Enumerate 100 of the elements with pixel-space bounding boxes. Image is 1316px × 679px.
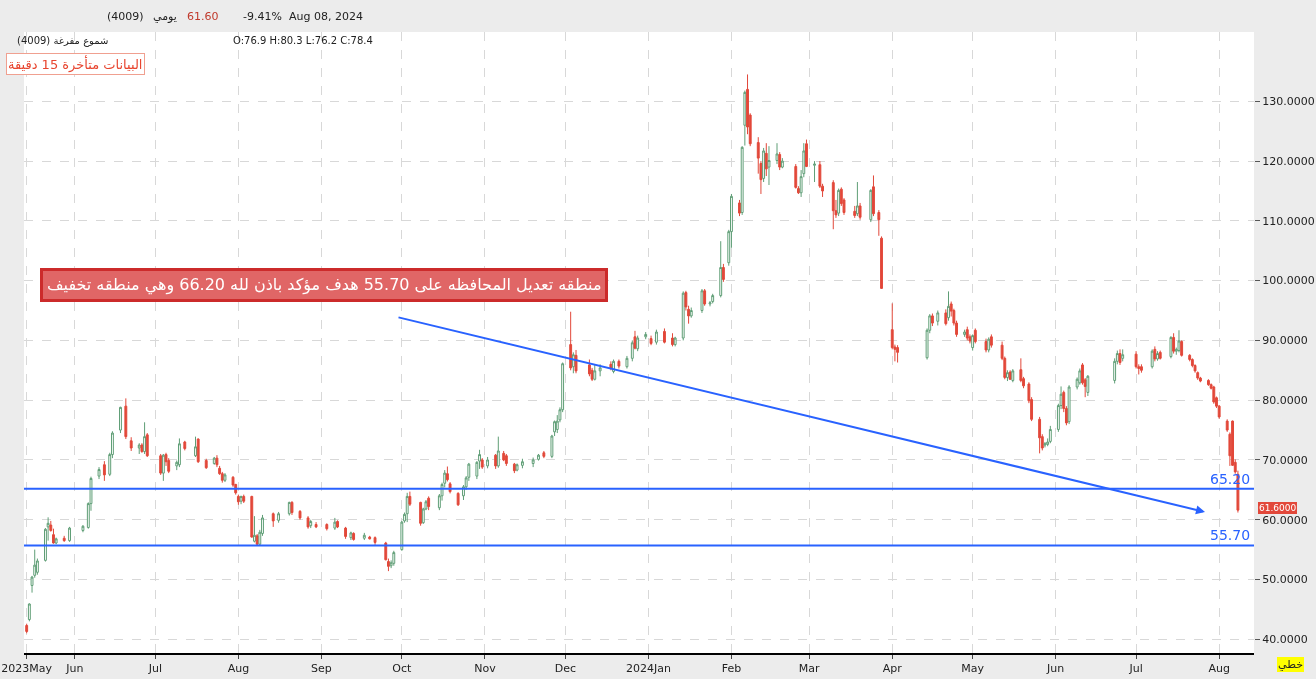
candlestick — [408, 491, 412, 507]
candlestick — [277, 511, 281, 524]
x-tick-label: Nov — [474, 662, 497, 676]
candlestick — [368, 535, 372, 540]
candlestick — [872, 174, 875, 217]
candlestick — [965, 326, 969, 341]
x-tick-label: Jun — [1046, 662, 1065, 676]
text: 61.60 — [187, 10, 219, 23]
x-tick-label: Jul — [1128, 662, 1143, 676]
y-tick-label: 60.0000 — [1262, 513, 1308, 527]
candlestick — [719, 240, 723, 298]
candlestick — [486, 456, 490, 469]
candlestick — [352, 531, 356, 542]
candlestick — [25, 623, 29, 634]
candlestick — [598, 363, 602, 377]
candlestick — [700, 288, 704, 314]
x-tick-label: Jun — [65, 662, 84, 676]
y-tick-label: 100.0000 — [1262, 274, 1315, 288]
candlestick — [574, 349, 578, 374]
candlestick — [373, 535, 377, 546]
candlestick — [494, 453, 498, 470]
candlestick — [537, 453, 540, 462]
ref-line-label: 55.70 — [1210, 527, 1251, 543]
candlestick — [1121, 348, 1125, 362]
candlestick — [97, 466, 101, 480]
annotation: منطقه تعديل المحافظه على 55.70 هدف مؤكد باذن لله 66.20 وهي منطقه تخفيف — [47, 275, 602, 295]
candlestick — [140, 442, 144, 454]
candlestick — [314, 521, 318, 529]
candlestick — [963, 329, 967, 338]
candlestick — [309, 519, 313, 529]
candlestick — [984, 338, 988, 353]
candlestick — [1140, 363, 1143, 374]
candlestick — [896, 344, 900, 364]
candlestick — [740, 145, 744, 216]
y-tick-label: 120.0000 — [1262, 154, 1315, 168]
candlestick — [794, 163, 798, 190]
candlestick — [1011, 368, 1015, 383]
candlestick — [1038, 416, 1042, 454]
candlestick — [663, 327, 666, 344]
candlestick — [239, 495, 243, 505]
candlestick — [1158, 350, 1162, 361]
x-tick-label: Feb — [721, 662, 742, 676]
candlestick — [681, 290, 685, 341]
x-tick-label: Jul — [147, 662, 162, 676]
candlestick — [780, 157, 784, 169]
candlestick — [711, 293, 715, 304]
y-tick-label: 40.0000 — [1262, 633, 1308, 647]
candlestick — [196, 437, 200, 464]
candlestick — [1067, 384, 1071, 425]
candlestick — [1048, 425, 1052, 444]
candlestick — [805, 139, 808, 168]
candlestick — [145, 432, 149, 458]
candlestick — [930, 313, 934, 327]
y-tick-label: 130.0000 — [1262, 95, 1315, 109]
candlestick — [392, 550, 396, 567]
candlestick — [456, 491, 460, 507]
candlestick — [137, 442, 141, 455]
candlestick — [223, 472, 227, 483]
annotation: شموع مفرغة (4009) — [17, 35, 109, 47]
candlestick — [119, 406, 122, 434]
candlestick — [617, 359, 621, 369]
candlestick — [858, 202, 862, 221]
candlestick — [1118, 348, 1122, 366]
candlestick — [336, 519, 339, 529]
candlestick — [362, 532, 366, 541]
annotation: O:76.9 H:80.3 L:76.2 C:78.4 — [233, 35, 373, 46]
candlestick — [129, 436, 133, 452]
x-tick-label: Sep — [311, 662, 332, 676]
candlestick — [167, 457, 171, 474]
candlestick — [333, 517, 337, 531]
candlestick — [480, 457, 484, 470]
candlestick — [504, 453, 508, 467]
candlestick — [721, 263, 725, 283]
x-tick-label: May — [961, 662, 985, 676]
y-tick-label: 50.0000 — [1262, 573, 1308, 587]
candlestick — [531, 457, 535, 468]
candlestick — [271, 512, 275, 528]
candlestick — [27, 602, 31, 622]
candlestick — [649, 335, 653, 346]
text: 61.6000 — [1259, 503, 1297, 513]
candlestick — [204, 458, 208, 470]
text: (4009) — [107, 10, 144, 23]
candlestick — [102, 460, 106, 482]
y-tick-label: 70.0000 — [1262, 453, 1308, 467]
candlestick — [1086, 374, 1090, 397]
candlestick — [630, 339, 634, 362]
candlestick — [1156, 350, 1159, 362]
candlestick — [936, 310, 940, 326]
candlestick — [124, 397, 128, 440]
candlestick — [1078, 368, 1082, 386]
y-tick-label: 90.0000 — [1262, 334, 1308, 348]
candlestick — [743, 90, 747, 147]
candlestick — [143, 421, 147, 455]
candlestick — [762, 147, 766, 183]
candlestick — [161, 453, 165, 482]
candlestick — [767, 145, 771, 186]
text: Aug 08, 2024 — [289, 10, 363, 23]
candlestick — [644, 331, 648, 340]
candlestick — [253, 515, 256, 543]
candlestick — [944, 308, 948, 326]
